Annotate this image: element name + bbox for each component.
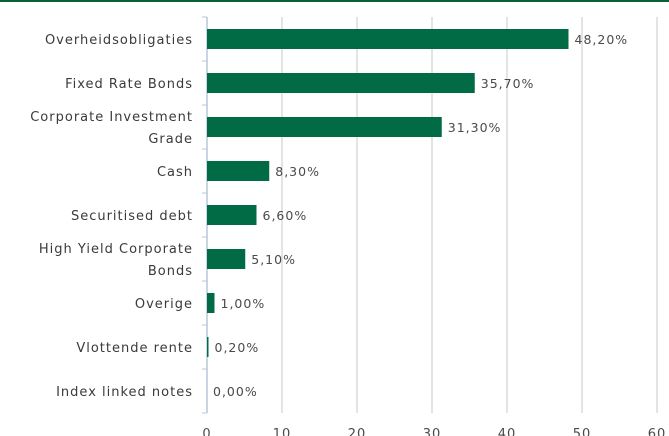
value-label: 48,20%	[575, 32, 629, 47]
category-label: Cash	[157, 165, 193, 180]
category-label: Fixed Rate Bonds	[65, 77, 193, 92]
top-rule	[0, 0, 669, 2]
x-tick-label: 10	[273, 427, 292, 436]
value-label: 31,30%	[448, 120, 502, 135]
x-tick-label: 30	[423, 427, 442, 436]
bar-1	[207, 73, 475, 93]
bar-2	[207, 117, 442, 137]
value-label: 35,70%	[481, 76, 535, 91]
value-label: 8,30%	[275, 164, 320, 179]
x-tick-label: 20	[348, 427, 367, 436]
x-tick-label: 0	[202, 427, 211, 436]
category-label: High Yield Corporate Bonds	[39, 242, 193, 279]
value-labels: 48,20% 35,70% 31,30% 8,30% 6,60% 5,10% 1,00% 0,…	[213, 32, 629, 399]
bar-7	[207, 337, 209, 357]
category-label: Overheidsobligaties	[45, 33, 193, 48]
category-label: Corporate Investment Grade	[30, 110, 193, 147]
x-tick-label: 40	[498, 427, 517, 436]
category-label: Overige	[135, 297, 193, 312]
category-label: Vlottende rente	[76, 341, 193, 356]
x-tick-label: 60	[648, 427, 667, 436]
value-label: 0,00%	[213, 384, 258, 399]
category-label: Index linked notes	[56, 385, 193, 400]
bar-6	[207, 293, 215, 313]
value-label: 5,10%	[251, 252, 296, 267]
bars	[207, 29, 569, 357]
bar-5	[207, 249, 246, 269]
value-label: 6,60%	[263, 208, 308, 223]
x-tick-labels: 0 10 20 30 40 50 60	[202, 427, 667, 436]
value-label: 0,20%	[215, 340, 260, 355]
bar-3	[207, 161, 270, 181]
bar-0	[207, 29, 569, 49]
category-label: Securitised debt	[71, 209, 193, 224]
category-labels: Overheidsobligaties Fixed Rate Bonds Corpo…	[30, 33, 193, 400]
bar-4	[207, 205, 257, 225]
x-tick-label: 50	[573, 427, 592, 436]
value-label: 1,00%	[221, 296, 266, 311]
